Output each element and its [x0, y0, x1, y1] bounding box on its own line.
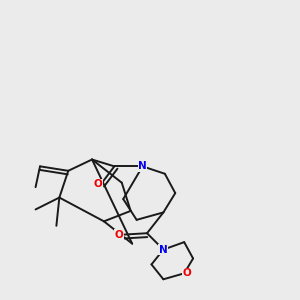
Text: N: N [138, 161, 147, 171]
Text: O: O [183, 268, 191, 278]
Text: N: N [159, 244, 168, 255]
Text: O: O [94, 179, 102, 189]
Text: O: O [114, 230, 123, 240]
